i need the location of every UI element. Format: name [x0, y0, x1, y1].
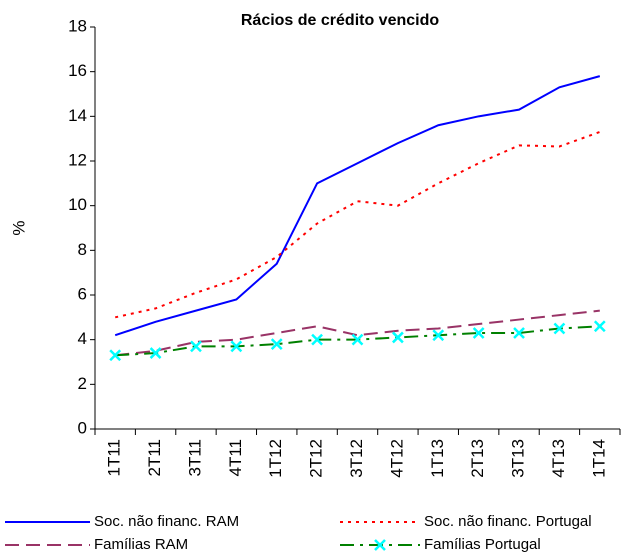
- marker: [270, 338, 283, 351]
- y-tick-label: 18: [68, 16, 87, 35]
- series-line: [114, 75, 601, 337]
- legend-label: Soc. não financ. RAM: [94, 513, 239, 530]
- x-tick-label: 3T12: [347, 439, 366, 478]
- marker: [513, 327, 525, 339]
- y-tick-label: 16: [68, 61, 87, 80]
- x-tick-label: 2T12: [307, 439, 326, 478]
- x-tick-label: 1T13: [428, 439, 447, 478]
- marker: [553, 322, 566, 335]
- marker: [351, 333, 364, 346]
- series-line: [114, 131, 601, 319]
- x-tick-label: 4T13: [549, 439, 568, 478]
- y-tick-label: 8: [78, 240, 87, 259]
- x-tick-label: 2T11: [145, 439, 164, 477]
- y-tick-label: 4: [78, 329, 87, 348]
- y-tick-label: 0: [78, 418, 87, 437]
- legend-label: Famílias Portugal: [424, 536, 541, 553]
- marker: [432, 329, 445, 342]
- x-tick-label: 1T14: [589, 439, 608, 478]
- y-axis-label: %: [9, 220, 28, 235]
- marker: [149, 347, 162, 359]
- x-tick-label: 3T13: [509, 439, 528, 478]
- legend-label: Soc. não financ. Portugal: [424, 513, 592, 530]
- marker: [392, 331, 404, 344]
- series-line: [115, 309, 600, 357]
- marker: [230, 340, 243, 353]
- x-tick-label: 1T11: [105, 439, 124, 477]
- x-tick-label: 4T11: [226, 439, 245, 477]
- marker: [190, 340, 202, 353]
- y-tick-label: 2: [78, 374, 87, 393]
- chart-title: Rácios de crédito vencido: [241, 12, 440, 29]
- y-tick-label: 6: [78, 284, 87, 303]
- x-tick-label: 4T12: [387, 439, 406, 478]
- x-tick-label: 3T11: [185, 439, 204, 477]
- y-tick-label: 14: [68, 106, 87, 125]
- marker: [472, 327, 485, 339]
- y-tick-label: 10: [68, 195, 87, 214]
- legend-label: Famílias RAM: [94, 536, 188, 553]
- marker: [311, 333, 323, 346]
- marker: [109, 349, 122, 362]
- x-tick-label: 1T12: [266, 439, 285, 478]
- x-tick-label: 2T13: [468, 439, 487, 478]
- marker: [593, 320, 606, 333]
- legend-marker: [374, 539, 386, 551]
- y-tick-label: 12: [68, 150, 87, 169]
